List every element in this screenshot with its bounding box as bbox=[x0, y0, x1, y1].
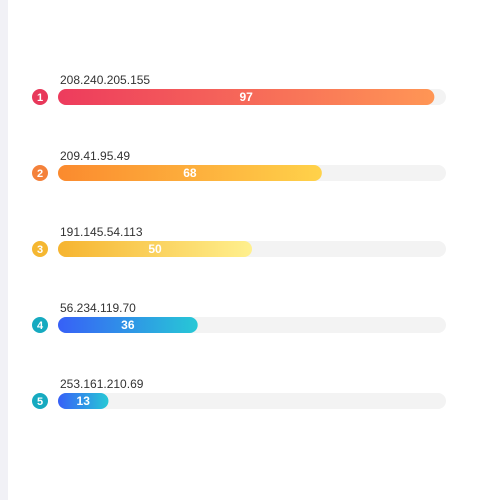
rank-number: 2 bbox=[37, 168, 43, 180]
bar-value-label: 13 bbox=[77, 394, 91, 408]
bar-row: 208.240.205.155 1 97 bbox=[32, 73, 446, 105]
rank-badge bbox=[32, 241, 48, 257]
bar-value-label: 68 bbox=[183, 166, 197, 180]
category-label: 56.234.119.70 bbox=[60, 301, 136, 315]
bar-row: 253.161.210.69 5 13 bbox=[32, 377, 446, 409]
bar-value-label: 50 bbox=[148, 242, 162, 256]
rank-number: 4 bbox=[37, 320, 44, 332]
bar bbox=[58, 241, 252, 257]
bar bbox=[58, 393, 109, 409]
left-edge-strip bbox=[0, 0, 8, 500]
category-label: 208.240.205.155 bbox=[60, 73, 150, 87]
rank-badge bbox=[32, 317, 48, 333]
rank-badge bbox=[32, 165, 48, 181]
bar-row: 191.145.54.113 3 50 bbox=[32, 225, 446, 257]
rank-number: 1 bbox=[37, 92, 43, 104]
bar-row: 56.234.119.70 4 36 bbox=[32, 301, 446, 333]
bar-row: 209.41.95.49 2 68 bbox=[32, 149, 446, 181]
bar-value-label: 36 bbox=[121, 318, 135, 332]
category-label: 253.161.210.69 bbox=[60, 377, 144, 391]
rank-number: 5 bbox=[37, 396, 43, 408]
rank-badge bbox=[32, 393, 48, 409]
category-label: 191.145.54.113 bbox=[60, 225, 143, 239]
bar-track bbox=[58, 393, 446, 409]
bar bbox=[58, 165, 322, 181]
category-label: 209.41.95.49 bbox=[60, 149, 130, 163]
bar bbox=[58, 317, 198, 333]
bar bbox=[58, 89, 435, 105]
bar-value-label: 97 bbox=[240, 90, 254, 104]
rank-number: 3 bbox=[37, 244, 43, 256]
rank-badge bbox=[32, 89, 48, 105]
